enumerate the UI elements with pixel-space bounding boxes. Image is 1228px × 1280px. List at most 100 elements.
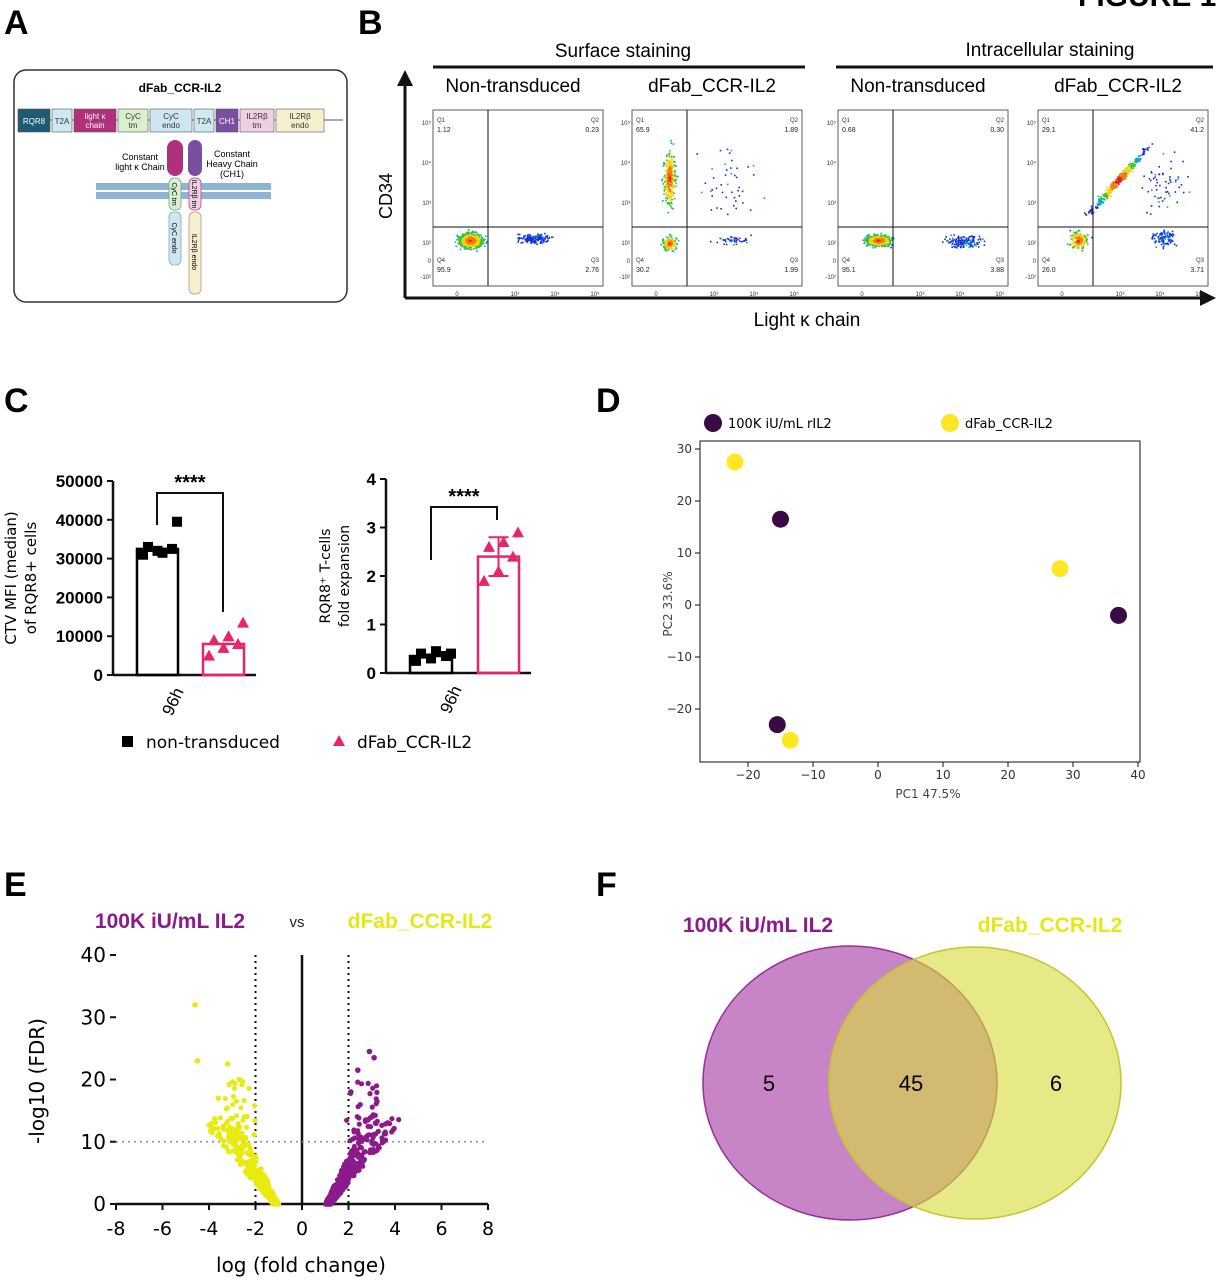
- il2rb-tm-block: [188, 177, 202, 211]
- flow-event: [1129, 162, 1131, 165]
- flow-event: [469, 240, 472, 243]
- flow-event: [660, 243, 662, 246]
- flow-event: [1102, 202, 1105, 204]
- flow-event: [527, 238, 530, 240]
- flow-event: [953, 245, 956, 248]
- flow-event: [1072, 244, 1075, 247]
- e-point: [259, 1184, 265, 1190]
- flow-event: [1148, 146, 1150, 149]
- flow-event: [675, 185, 677, 188]
- flow-event: [665, 187, 667, 190]
- flow-event: [959, 236, 962, 239]
- e-point: [334, 1177, 341, 1183]
- flow-event: [1127, 164, 1130, 166]
- flow-event: [480, 243, 483, 245]
- c-category-label: 96h: [436, 683, 465, 717]
- construct-segment: [239, 108, 275, 133]
- quadrant-name: Q2: [996, 118, 1005, 124]
- flow-event: [1116, 175, 1119, 178]
- flow-event: [457, 242, 459, 245]
- flow-event: [472, 240, 475, 242]
- flow-event: [1120, 175, 1122, 177]
- flow-event: [1162, 247, 1165, 250]
- flow-event: [668, 167, 670, 169]
- flow-event: [478, 244, 481, 247]
- flow-event: [874, 246, 877, 249]
- flow-event: [667, 173, 669, 176]
- flow-event: [662, 239, 665, 241]
- flow-event: [476, 234, 478, 237]
- flow-event: [734, 174, 736, 177]
- flow-event: [1157, 235, 1160, 238]
- panel-letter-f: F: [596, 866, 617, 904]
- construct-segment-label: light κ chain: [85, 112, 107, 130]
- flow-event: [885, 239, 887, 241]
- flow-event: [468, 246, 470, 249]
- flow-event: [977, 238, 980, 241]
- flow-event: [530, 238, 532, 240]
- flow-event: [733, 237, 735, 239]
- flow-event: [878, 235, 880, 238]
- flow-event: [1142, 151, 1145, 154]
- flow-event: [667, 161, 670, 163]
- flow-event: [664, 174, 666, 177]
- b-x-axis-label: Light κ chain: [754, 310, 861, 331]
- flow-event: [475, 244, 478, 246]
- flow-event: [462, 233, 464, 235]
- flow-event: [468, 240, 471, 242]
- flow-event: [485, 235, 487, 238]
- flow-event: [669, 199, 671, 201]
- flow-event: [667, 171, 670, 174]
- flow-event: [1142, 148, 1144, 150]
- c-significance-bracket: [156, 492, 224, 612]
- flow-event: [668, 195, 671, 197]
- flow-event: [1122, 172, 1125, 174]
- flow-event: [674, 170, 676, 172]
- e-point: [351, 1143, 357, 1150]
- e-point: [251, 1163, 258, 1169]
- flow-event: [1101, 198, 1103, 200]
- flow-event: [965, 239, 967, 241]
- flow-event: [1098, 199, 1100, 201]
- e-point: [367, 1132, 373, 1138]
- flow-event: [973, 235, 976, 238]
- flow-event: [475, 238, 478, 240]
- e-point: [215, 1095, 222, 1101]
- flow-event: [874, 239, 877, 242]
- flow-event: [951, 246, 953, 249]
- e-point: [346, 1176, 352, 1182]
- flow-event: [869, 241, 872, 243]
- flow-event: [485, 242, 488, 245]
- flow-event: [1158, 205, 1161, 208]
- flow-event: [463, 235, 466, 237]
- e-point: [230, 1115, 236, 1121]
- e-point: [355, 1079, 361, 1085]
- flow-event: [730, 236, 732, 238]
- c-point-square: [431, 646, 441, 657]
- flow-event: [526, 237, 529, 240]
- flow-event: [951, 239, 954, 241]
- flow-event: [965, 237, 968, 240]
- flow-event: [458, 239, 460, 242]
- flow-event: [468, 241, 470, 243]
- e-point: [366, 1048, 373, 1055]
- flow-event: [672, 183, 674, 186]
- flow-event: [1154, 241, 1156, 244]
- flow-event: [949, 241, 952, 243]
- flow-event: [662, 242, 665, 245]
- flow-event: [1070, 238, 1073, 240]
- e-point: [234, 1143, 240, 1149]
- flow-event: [1123, 178, 1126, 180]
- flow-event: [666, 195, 668, 198]
- membrane-bottom: [96, 192, 271, 199]
- flow-event: [1107, 193, 1109, 195]
- flow-event: [529, 236, 532, 238]
- e-point: [241, 1097, 247, 1104]
- flow-event: [673, 179, 676, 182]
- e-point: [233, 1098, 239, 1104]
- flow-event: [530, 240, 532, 243]
- flow-event: [972, 246, 974, 248]
- flow-event: [1126, 166, 1129, 168]
- flow-event: [1115, 179, 1117, 181]
- flow-event: [473, 231, 476, 234]
